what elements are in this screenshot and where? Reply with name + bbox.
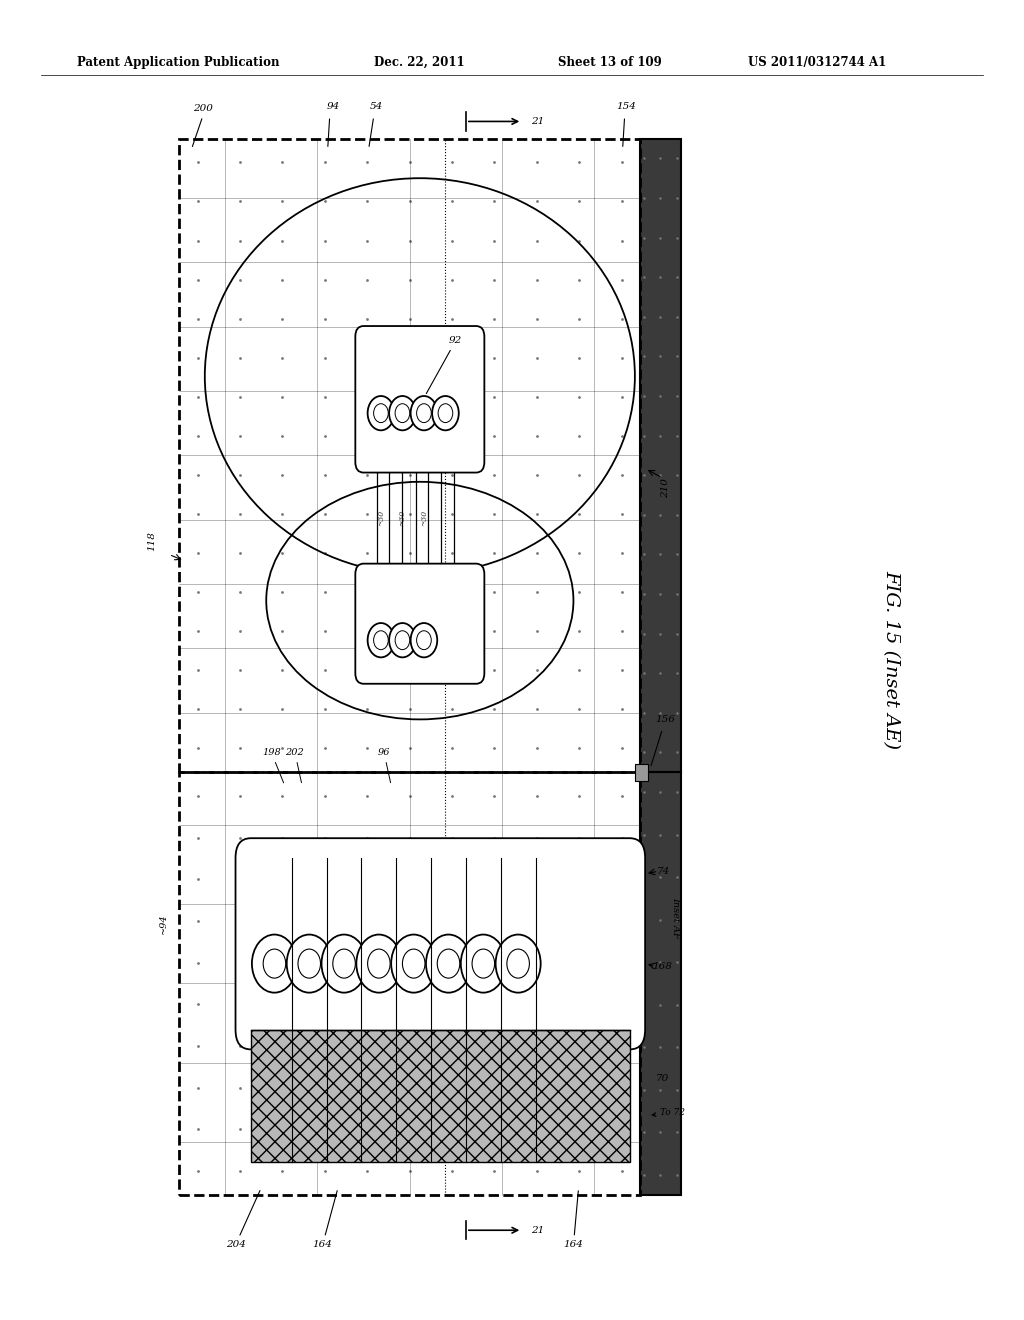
Bar [640,139,681,772]
Circle shape [252,935,297,993]
Text: 70: 70 [656,1074,669,1082]
Circle shape [395,631,410,649]
Circle shape [411,396,437,430]
Circle shape [395,404,410,422]
Circle shape [402,949,425,978]
Text: 202: 202 [286,748,304,783]
Circle shape [496,935,541,993]
Bar [251,1030,630,1162]
Bar [640,139,681,772]
Text: 210: 210 [662,478,670,499]
Text: 164: 164 [563,1191,584,1250]
Circle shape [263,949,286,978]
Circle shape [438,404,453,422]
Circle shape [411,623,437,657]
Text: 168: 168 [652,962,673,970]
FancyBboxPatch shape [236,838,645,1049]
Text: 21: 21 [531,1226,544,1234]
Text: ~30: ~30 [420,510,428,525]
Text: Inset AF: Inset AF [672,896,680,939]
Text: ~30: ~30 [377,510,385,525]
Circle shape [368,623,394,657]
Bar [635,764,648,781]
Circle shape [389,623,416,657]
Circle shape [356,935,401,993]
Circle shape [333,949,355,978]
Text: To 72: To 72 [652,1109,685,1118]
Text: 164: 164 [312,1191,337,1250]
Circle shape [472,949,495,978]
Text: ~94: ~94 [160,913,168,935]
Text: 154: 154 [616,103,637,111]
Circle shape [389,396,416,430]
Circle shape [298,949,321,978]
Bar [640,772,681,1195]
Bar [179,772,640,1195]
Text: 204: 204 [225,1191,260,1250]
Text: 200: 200 [193,104,213,112]
Text: 198: 198 [262,748,284,783]
Text: Patent Application Publication: Patent Application Publication [77,55,280,69]
FancyBboxPatch shape [355,326,484,473]
Text: FIG. 15 (Inset AE): FIG. 15 (Inset AE) [882,570,900,750]
Text: US 2011/0312744 A1: US 2011/0312744 A1 [748,55,886,69]
Circle shape [368,949,390,978]
Circle shape [437,949,460,978]
Circle shape [287,935,332,993]
Circle shape [374,404,388,422]
Text: 74: 74 [657,867,670,875]
Text: ~30: ~30 [398,510,407,525]
FancyBboxPatch shape [355,564,484,684]
Circle shape [417,404,431,422]
Bar [179,139,640,772]
Text: Dec. 22, 2011: Dec. 22, 2011 [374,55,465,69]
Circle shape [368,396,394,430]
Text: 92: 92 [426,337,462,393]
Text: 54: 54 [371,103,383,111]
Circle shape [391,935,436,993]
Text: 94: 94 [327,103,339,111]
Text: 21: 21 [531,117,544,125]
Circle shape [507,949,529,978]
Text: 156: 156 [655,715,676,723]
Text: 118: 118 [147,531,156,552]
Text: Sheet 13 of 109: Sheet 13 of 109 [558,55,662,69]
Circle shape [432,396,459,430]
Bar [640,772,681,1195]
Circle shape [426,935,471,993]
Circle shape [322,935,367,993]
Circle shape [461,935,506,993]
Circle shape [374,631,388,649]
Circle shape [417,631,431,649]
Text: 96: 96 [378,748,390,783]
